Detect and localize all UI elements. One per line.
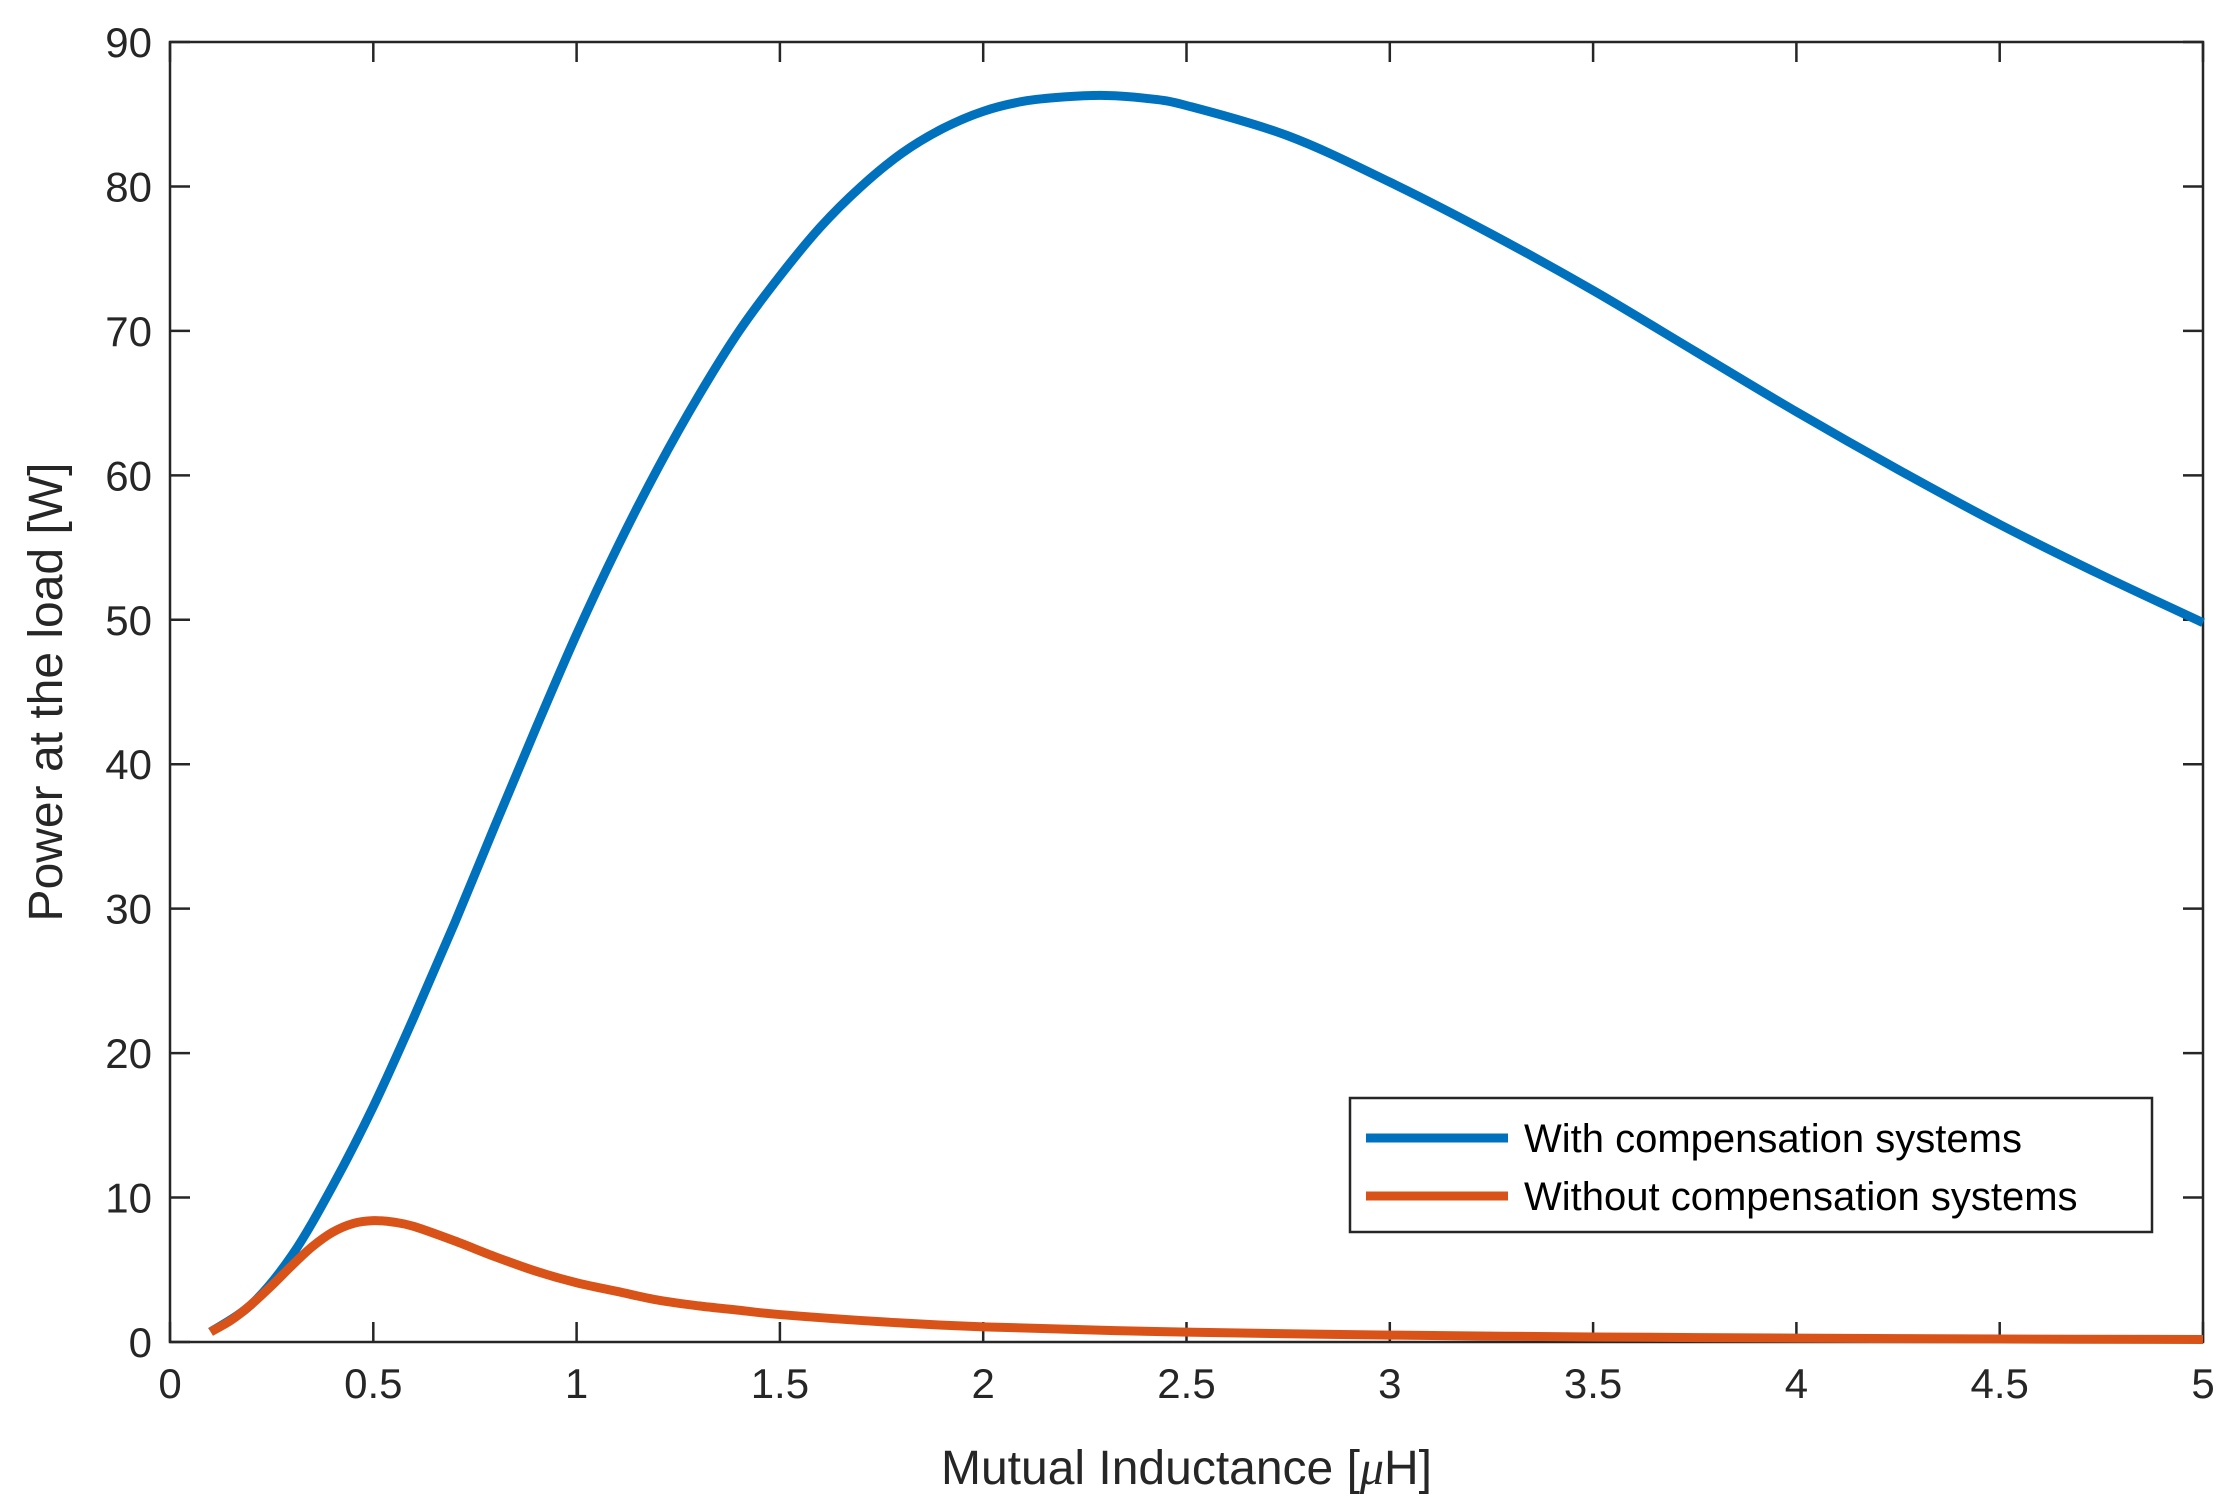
legend-box: [1348, 1096, 2154, 1234]
legend-entry-label: Without compensation systems: [1524, 1175, 2078, 1219]
legend-entry-label: With compensation systems: [1524, 1117, 2022, 1161]
x-axis-label-mu: μ: [1359, 1442, 1384, 1495]
y-tick-label: 60: [105, 452, 152, 499]
x-tick-label: 2: [972, 1360, 995, 1407]
y-tick-label: 90: [105, 19, 152, 66]
y-axis-label: Power at the load [W]: [20, 463, 73, 922]
y-tick-label: 10: [105, 1175, 152, 1222]
legend: With compensation systems Without compens…: [1348, 1096, 2154, 1234]
y-tick-label: 0: [129, 1319, 152, 1366]
x-axis-label-unit: H]: [1384, 1442, 1432, 1495]
axis-labels: Mutual Inductance [μH] Power at the load …: [20, 463, 1432, 1495]
series-layer: [208, 90, 2205, 1345]
y-tick-label: 80: [105, 163, 152, 210]
y-tick-label: 20: [105, 1030, 152, 1077]
x-axis-label-text: Mutual Inductance [: [941, 1442, 1360, 1495]
x-tick-label: 0: [158, 1360, 181, 1407]
y-tick-label: 30: [105, 886, 152, 933]
y-tick-label: 40: [105, 741, 152, 788]
x-tick-label: 4: [1785, 1360, 1808, 1407]
x-tick-label: 2.5: [1157, 1360, 1215, 1407]
x-axis-label: Mutual Inductance [μH]: [941, 1442, 1432, 1495]
x-tick-label: 4.5: [1971, 1360, 2029, 1407]
series-line-with-compensation: [208, 90, 2205, 1336]
x-tick-label: 0.5: [344, 1360, 402, 1407]
x-tick-label: 3.5: [1564, 1360, 1622, 1407]
y-tick-label: 70: [105, 308, 152, 355]
y-tick-label: 50: [105, 597, 152, 644]
x-tick-label: 3: [1378, 1360, 1401, 1407]
x-tick-label: 1.5: [751, 1360, 809, 1407]
series-line-without-compensation: [208, 1216, 2204, 1345]
x-tick-label: 5: [2191, 1360, 2214, 1407]
x-tick-label: 1: [565, 1360, 588, 1407]
